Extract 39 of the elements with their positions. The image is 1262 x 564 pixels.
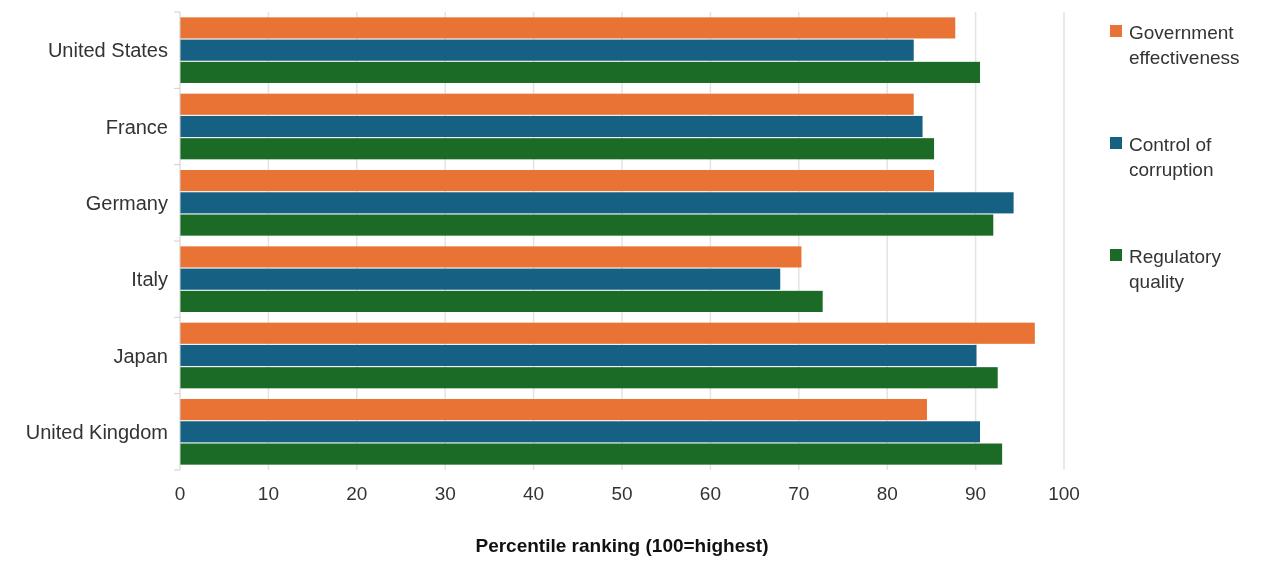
y-tick-label: France bbox=[105, 115, 168, 138]
x-tick-label: 90 bbox=[965, 483, 987, 504]
bar bbox=[180, 17, 956, 39]
legend-label: Regulatory quality bbox=[1129, 245, 1222, 292]
bar bbox=[180, 246, 802, 268]
x-tick-label: 0 bbox=[174, 483, 186, 504]
bar bbox=[180, 344, 977, 367]
bar bbox=[180, 138, 935, 160]
y-tick-label: United States bbox=[47, 39, 168, 62]
x-tick-label: 20 bbox=[346, 483, 368, 504]
x-axis-title: Percentile ranking (100=highest) bbox=[475, 535, 769, 556]
x-tick-label: 60 bbox=[699, 483, 721, 504]
bar bbox=[180, 322, 1035, 344]
x-tick-label: 70 bbox=[788, 483, 810, 504]
bar bbox=[180, 421, 981, 443]
x-tick-label: 40 bbox=[523, 483, 545, 504]
bar bbox=[180, 214, 994, 236]
y-tick-label: United Kingdom bbox=[25, 420, 168, 443]
x-tick-label: 30 bbox=[434, 483, 456, 504]
bar bbox=[180, 399, 927, 421]
bar bbox=[180, 290, 823, 312]
y-tick-label: Germany bbox=[85, 191, 168, 214]
bar bbox=[180, 192, 1014, 214]
x-tick-label: 100 bbox=[1048, 483, 1080, 504]
bar bbox=[180, 443, 1003, 465]
x-tick-label: 10 bbox=[257, 483, 279, 504]
bar bbox=[180, 93, 914, 115]
bar bbox=[180, 268, 781, 290]
legend-label: Control of corruption bbox=[1129, 133, 1214, 180]
bar bbox=[180, 61, 981, 83]
x-tick-label: 50 bbox=[611, 483, 633, 504]
x-tick-label: 80 bbox=[876, 483, 898, 504]
y-tick-label: Japan bbox=[113, 344, 168, 367]
bar bbox=[180, 170, 935, 192]
bar bbox=[180, 115, 923, 138]
bar bbox=[180, 367, 998, 389]
legend-label: Government effectiveness bbox=[1129, 21, 1240, 68]
y-tick-label: Italy bbox=[131, 268, 168, 291]
bar bbox=[180, 39, 914, 61]
